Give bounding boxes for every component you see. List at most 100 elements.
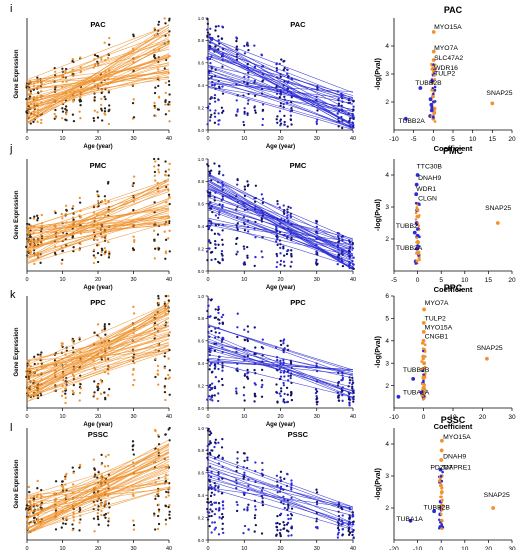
data-point (289, 394, 293, 397)
data-point (107, 453, 110, 457)
data-point (40, 488, 43, 492)
data-point (216, 216, 220, 220)
data-point (236, 503, 239, 507)
data-point (96, 323, 100, 326)
data-point (209, 494, 213, 498)
data-point (217, 367, 220, 371)
panel-letter-j: j (9, 143, 12, 155)
data-point (279, 246, 282, 250)
data-point (33, 215, 36, 218)
data-point (208, 433, 211, 436)
data-point (108, 387, 111, 391)
data-point (221, 65, 224, 68)
regression-line (207, 66, 354, 117)
data-point (78, 529, 81, 532)
x-axis-label: Coefficient (434, 285, 473, 294)
data-point (209, 109, 212, 112)
regression-line (26, 303, 170, 366)
regression-line (26, 443, 170, 530)
data-point (247, 48, 250, 52)
data-point (209, 432, 213, 435)
data-point (439, 475, 443, 478)
data-point (439, 458, 444, 462)
data-point (167, 33, 171, 37)
data-point (163, 366, 166, 370)
x-tick-label: 0 (25, 277, 28, 283)
data-point (424, 355, 427, 358)
data-point (279, 359, 282, 362)
data-point (246, 325, 249, 328)
data-point (72, 519, 75, 522)
data-point (213, 162, 216, 165)
data-point (282, 384, 286, 387)
regression-line (207, 185, 354, 270)
data-point (243, 229, 247, 232)
data-point (154, 247, 157, 250)
data-point (214, 375, 218, 379)
data-point (246, 184, 249, 188)
data-point (348, 381, 351, 385)
data-point (206, 315, 210, 318)
data-point (253, 530, 256, 533)
data-point (156, 527, 160, 531)
regression-line (207, 476, 354, 524)
x-axis-label: Coefficient (434, 422, 473, 431)
data-point (432, 100, 435, 104)
data-point (214, 45, 217, 48)
data-point (283, 392, 286, 395)
data-point (352, 100, 355, 103)
data-point (414, 211, 418, 215)
data-point (221, 336, 224, 339)
data-point (428, 97, 433, 102)
data-point (242, 394, 246, 397)
data-point (213, 385, 217, 388)
data-point (246, 509, 249, 512)
data-point (287, 374, 290, 378)
data-point (92, 119, 96, 122)
data-point (243, 374, 246, 377)
data-point (415, 206, 419, 209)
x-tick-label: 0 (206, 414, 209, 420)
y-tick-label: 0.8 (198, 316, 205, 321)
data-point (290, 482, 293, 485)
data-point (246, 354, 249, 358)
regression-line (26, 179, 170, 229)
data-point (236, 326, 239, 329)
data-point (217, 24, 220, 28)
data-point (286, 208, 289, 211)
data-point (282, 342, 285, 345)
regression-line (26, 439, 170, 520)
data-point (97, 471, 100, 474)
data-point (253, 94, 257, 98)
data-point (157, 510, 161, 513)
chart-ppc-decreasing: 0 10 20 30 40 0.0 0.2 0.4 0.6 0.8 1.0 PPC Age (year) (198, 294, 356, 428)
data-point (168, 120, 171, 123)
data-point (132, 181, 135, 185)
data-point (416, 244, 420, 247)
data-point (62, 522, 65, 525)
y-tick-label: 5 (385, 316, 389, 323)
data-point (290, 488, 293, 491)
data-point (279, 375, 283, 378)
data-point (210, 84, 214, 87)
gene-label: TUBA1A (396, 516, 423, 523)
data-point (253, 326, 256, 329)
data-point (440, 492, 443, 495)
data-point (221, 500, 224, 504)
data-point (157, 68, 160, 71)
regression-line (26, 70, 170, 101)
data-point (79, 104, 82, 107)
data-point (210, 382, 214, 385)
gene-label: TULP2 (434, 70, 455, 77)
gene-label: MYO7A (425, 300, 449, 307)
data-point (282, 338, 286, 341)
data-point (167, 80, 171, 83)
data-point (217, 399, 220, 403)
data-point (418, 203, 421, 206)
data-point (27, 485, 31, 489)
data-point (96, 511, 99, 515)
data-point (208, 395, 211, 398)
regression-line (26, 56, 170, 97)
data-point (433, 72, 436, 75)
